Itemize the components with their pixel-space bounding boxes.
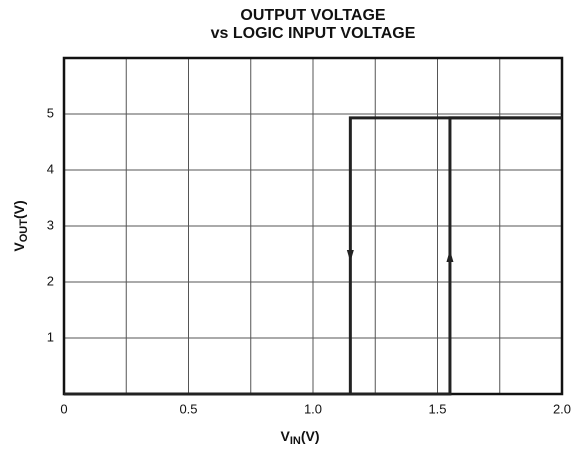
x-tick-label: 0 (60, 401, 67, 416)
x-tick-label: 1.0 (304, 401, 322, 416)
y-axis-label: VOUT(V) (11, 200, 30, 251)
x-tick-label: 1.5 (428, 401, 446, 416)
x-axis-label: VIN(V) (280, 428, 319, 447)
y-tick-label: 3 (47, 217, 54, 232)
y-tick-label: 1 (47, 329, 54, 344)
y-tick-label: 5 (47, 105, 54, 120)
direction-arrow (346, 249, 354, 262)
direction-arrow (446, 249, 454, 262)
chart-title: vs LOGIC INPUT VOLTAGE (211, 25, 416, 42)
y-tick-label: 2 (47, 273, 54, 288)
y-tick-label: 4 (47, 161, 54, 176)
chart-title: OUTPUT VOLTAGE (240, 7, 386, 24)
x-tick-label: 0.5 (179, 401, 197, 416)
x-tick-label: 2.0 (553, 401, 571, 416)
